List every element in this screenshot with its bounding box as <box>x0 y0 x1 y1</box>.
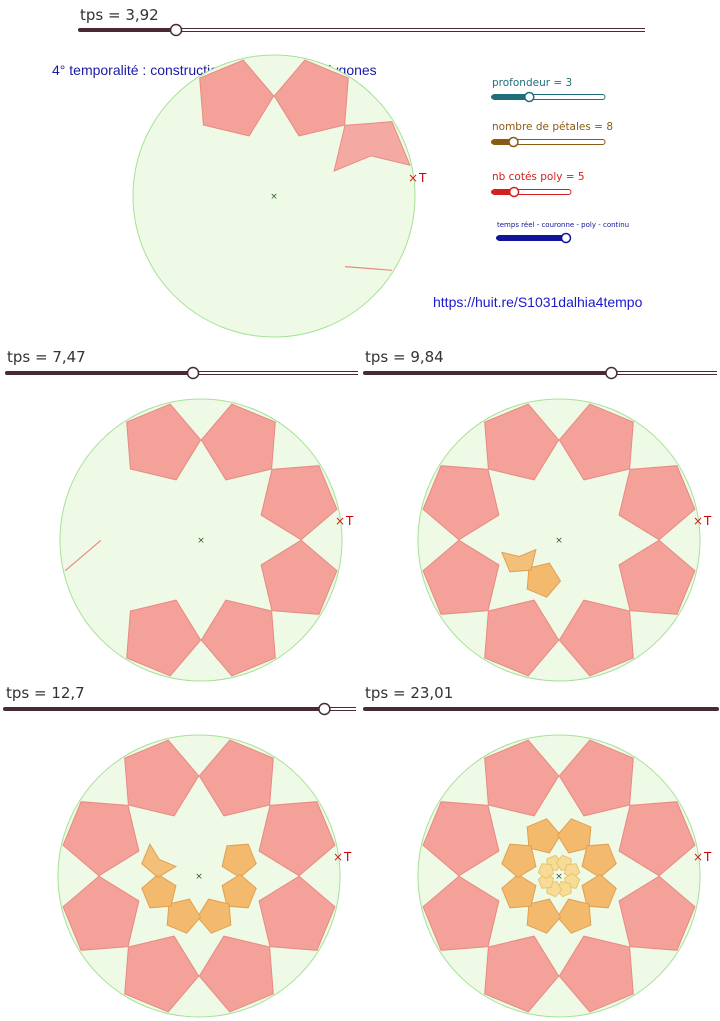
control-label-profondeur: profondeur = 3 <box>492 77 573 89</box>
petal-inner-4-7 <box>141 873 177 909</box>
petal-outer-2-3 <box>260 465 338 541</box>
point-label-t-1: T <box>419 171 427 185</box>
tps-label-1: tps = 3,92 <box>80 6 159 24</box>
petal-outer-5-6 <box>484 935 560 1013</box>
petal-inner-4-3 <box>221 843 257 879</box>
petal-outer-4-7 <box>62 875 140 951</box>
petal-outer-4-8 <box>62 801 140 877</box>
petal-inner-5-4 <box>581 873 617 909</box>
petal-outer-3-7 <box>422 539 500 615</box>
tps-label-3: tps = 9,84 <box>365 348 444 366</box>
petal-outer-3-2 <box>558 403 634 481</box>
petal-outer-3-4 <box>618 539 696 615</box>
point-label-t-4: T <box>344 850 352 864</box>
center-mark-4: × <box>195 872 203 882</box>
petal-outer-2-5 <box>200 599 276 677</box>
control-label-petales: nombre de pétales = 8 <box>492 121 613 133</box>
petal-inner-4-5 <box>196 898 232 934</box>
petal-outer-4-6 <box>124 935 200 1013</box>
control-slider-handle-4[interactable] <box>560 232 572 244</box>
petal-outer-1-6 <box>273 59 349 137</box>
petal-outer-5-4 <box>618 875 696 951</box>
petal-outer-5-7 <box>422 875 500 951</box>
petal-outer-4-2 <box>198 739 274 817</box>
point-label-t-3: T <box>704 514 712 528</box>
control-slider-handle-1[interactable] <box>524 91 535 103</box>
petal-inner-5-3 <box>581 843 617 879</box>
petal-inner-5-2 <box>556 818 592 854</box>
point-t-mark-3[interactable]: × <box>693 514 703 528</box>
petal-inner-5-7 <box>501 873 537 909</box>
petal-outer-2-1 <box>126 403 202 481</box>
point-label-t-5: T <box>704 850 712 864</box>
center-mark-5: × <box>555 872 563 882</box>
control-slider-handle-3[interactable] <box>508 186 520 198</box>
petal-inner-5-8 <box>501 843 537 879</box>
petal-inner-partial-4 <box>141 843 177 879</box>
source-link[interactable]: https://huit.re/S1031dalhia4tempo <box>433 294 643 310</box>
center-mark-3: × <box>555 536 563 546</box>
control-label-temps: temps réel - couronne - poly - continu <box>497 221 630 229</box>
petal-inner-5-6 <box>526 898 562 934</box>
tps-label-4: tps = 12,7 <box>6 684 85 702</box>
center-mark-2: × <box>197 536 205 546</box>
petal-outer-4-3 <box>258 801 336 877</box>
petal-outer-sliver-2 <box>64 539 102 572</box>
petal-outer-2-4 <box>260 539 338 615</box>
petal-outer-5-8 <box>422 801 500 877</box>
petal-outer-3-3 <box>618 465 696 541</box>
control-label-cotes: nb cotés poly = 5 <box>492 171 585 183</box>
petal-outer-3-8 <box>422 465 500 541</box>
petal-outer-5-3 <box>618 801 696 877</box>
point-t-mark-4[interactable]: × <box>333 850 343 864</box>
petal-outer-4-1 <box>124 739 200 817</box>
petal-outer-4-4 <box>258 875 336 951</box>
tps-slider-handle-1[interactable] <box>169 23 183 37</box>
petal-outer-2-2 <box>200 403 276 481</box>
petal-outer-sliver-1 <box>344 266 392 271</box>
petal-outer-partial-1 <box>333 121 411 172</box>
tps-slider-handle-2[interactable] <box>186 366 200 380</box>
petal-outer-5-5 <box>558 935 634 1013</box>
tps-slider-handle-3[interactable] <box>605 366 618 380</box>
point-t-mark-5[interactable]: × <box>693 850 703 864</box>
center-mark-1: × <box>270 192 278 202</box>
control-slider-handle-2[interactable] <box>508 136 519 148</box>
petal-outer-3-5 <box>558 599 634 677</box>
tps-slider-handle-4[interactable] <box>318 702 331 716</box>
petal-inner-4-6 <box>166 898 202 934</box>
petal-inner-partial-3 <box>500 548 537 573</box>
tps-label-2: tps = 7,47 <box>7 348 86 366</box>
point-label-t-2: T <box>346 514 354 528</box>
petal-outer-5-2 <box>558 739 634 817</box>
petal-outer-3-6 <box>484 599 560 677</box>
petal-outer-2-6 <box>126 599 202 677</box>
petal-inner-5-1 <box>526 818 562 854</box>
petal-outer-3-1 <box>484 403 560 481</box>
petal-outer-5-1 <box>484 739 560 817</box>
petal-outer-4-5 <box>198 935 274 1013</box>
petal-outer-1-5 <box>199 59 275 137</box>
point-t-mark-1[interactable]: × <box>408 171 418 185</box>
petal-core-5-8 <box>537 863 555 880</box>
petal-inner-5-5 <box>556 898 592 934</box>
point-t-mark-2[interactable]: × <box>335 514 345 528</box>
petal-inner-3-6 <box>526 562 562 598</box>
petal-inner-4-4 <box>221 873 257 909</box>
tps-label-5: tps = 23,01 <box>365 684 454 702</box>
